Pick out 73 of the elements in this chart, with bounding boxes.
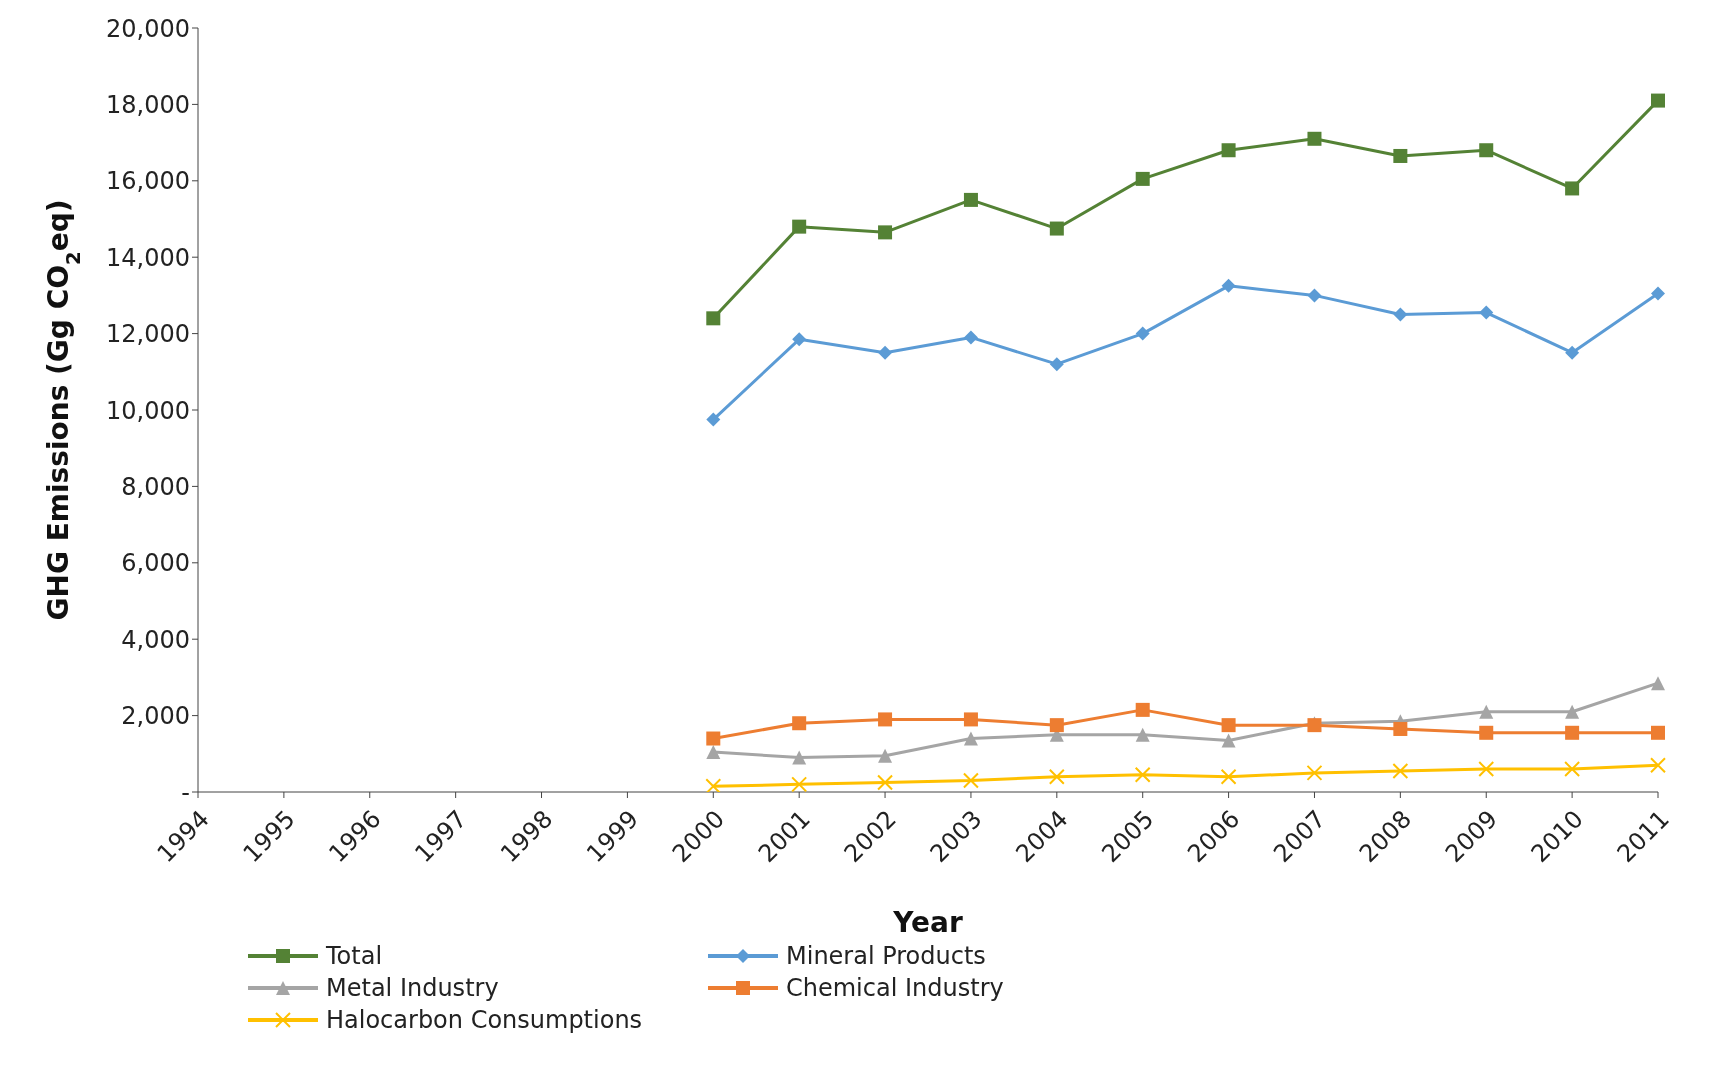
point [1221, 278, 1236, 293]
point [963, 330, 978, 345]
point [1135, 171, 1150, 186]
point [1564, 761, 1581, 778]
point [1135, 702, 1150, 717]
y-tick-label: 12,000 [106, 320, 190, 349]
point [1049, 357, 1064, 372]
point [1651, 676, 1665, 691]
y-tick-label: 4,000 [121, 625, 190, 654]
y-tick-label: 8,000 [121, 472, 190, 501]
point [706, 311, 721, 326]
point [963, 731, 978, 746]
y-tick-label: 10,000 [106, 396, 190, 425]
point [1049, 221, 1064, 236]
point [963, 192, 978, 207]
point [1650, 757, 1666, 774]
point [1479, 725, 1494, 740]
legend-label: Halocarbon Consumptions [326, 1006, 643, 1034]
point [1393, 307, 1408, 322]
y-tick-label: 18,000 [106, 90, 190, 119]
point [706, 412, 721, 427]
point [878, 748, 893, 763]
point [792, 716, 807, 731]
point [1220, 768, 1237, 785]
point [1221, 733, 1236, 748]
point [1048, 768, 1065, 785]
y-tick-label: 14,000 [106, 243, 190, 272]
y-tick-label: - [181, 778, 190, 807]
point [1651, 93, 1665, 108]
point [792, 750, 807, 765]
point [1393, 148, 1408, 163]
point [1221, 143, 1236, 158]
point [962, 772, 979, 789]
point [1135, 727, 1150, 742]
legend-label: Total [326, 942, 383, 970]
point [705, 778, 722, 792]
x-axis-title: Year [892, 906, 963, 939]
point [1221, 718, 1236, 733]
point [791, 776, 808, 792]
point [1478, 761, 1495, 778]
point [1307, 288, 1322, 303]
point [1306, 764, 1323, 781]
point [1393, 721, 1408, 736]
point [1565, 725, 1580, 740]
point [1049, 718, 1064, 733]
point [1565, 181, 1580, 196]
legend-label: Mineral Products [786, 942, 986, 970]
point [878, 345, 893, 360]
point [1392, 762, 1409, 779]
point [878, 225, 893, 240]
y-tick-label: 2,000 [121, 702, 190, 731]
y-tick-label: 6,000 [121, 549, 190, 578]
point [792, 219, 807, 234]
point [1479, 305, 1494, 320]
point [1135, 326, 1150, 341]
point [1565, 704, 1580, 719]
y-tick-label: 20,000 [106, 14, 190, 43]
legend-label: Chemical Industry [786, 974, 1004, 1002]
point [1651, 286, 1665, 301]
point [877, 774, 894, 791]
point [1651, 725, 1665, 740]
point [1479, 704, 1494, 719]
point [1479, 143, 1494, 158]
point [1307, 131, 1322, 146]
legend-label: Metal Industry [326, 974, 499, 1002]
point [706, 731, 721, 746]
y-tick-label: 16,000 [106, 167, 190, 196]
point [963, 712, 978, 727]
point [878, 712, 893, 727]
point [1565, 345, 1580, 360]
point [706, 744, 721, 759]
point [1134, 766, 1151, 783]
point [792, 332, 807, 347]
